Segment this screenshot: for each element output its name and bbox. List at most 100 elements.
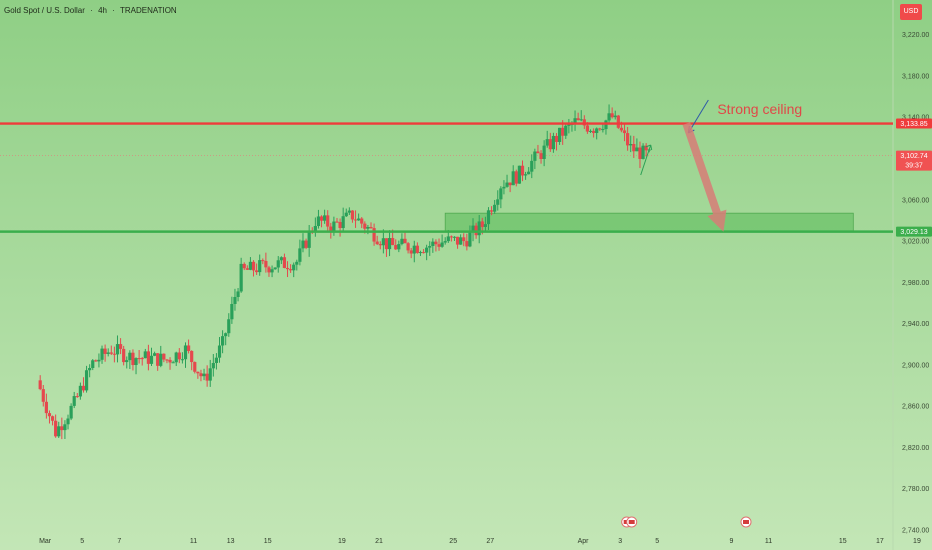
candle-body [326, 215, 330, 227]
x-tick-label: 19 [338, 538, 346, 545]
x-tick-label: 11 [190, 538, 197, 545]
candle-body [66, 418, 70, 425]
candle-body [468, 232, 472, 247]
x-tick-label: 13 [227, 538, 235, 545]
timeframe: 4h [98, 6, 107, 15]
candle-body [165, 359, 169, 361]
candle-body [84, 370, 89, 391]
candle-body [474, 225, 478, 236]
candle-body [177, 352, 181, 360]
candle-body [106, 352, 110, 354]
candle-body [57, 426, 61, 437]
candle-body [295, 261, 299, 265]
candle-body [273, 267, 277, 270]
y-tick-label: 3,060.00 [902, 197, 929, 204]
candle-body [425, 247, 429, 253]
candle-body [557, 127, 562, 142]
candle-body [421, 252, 426, 254]
candle-body [489, 210, 494, 212]
x-tick-label: Apr [578, 538, 590, 545]
x-tick-label: 5 [655, 538, 659, 545]
candle-body [440, 242, 444, 247]
candle-body [72, 396, 76, 406]
candle-body [394, 245, 398, 250]
x-tick-label: 3 [618, 538, 622, 545]
x-tick-label: 15 [839, 538, 847, 545]
candle-body [446, 236, 450, 242]
candle-body [245, 268, 249, 270]
candle-body [112, 353, 116, 355]
candle-body [88, 367, 92, 371]
candle-body [378, 244, 382, 246]
support-price-badge [896, 226, 932, 237]
y-tick-label: 2,820.00 [902, 445, 929, 452]
x-tick-label: 27 [486, 538, 494, 545]
candle-body [564, 125, 568, 136]
candle-body [242, 263, 246, 269]
symbol-legend: Gold Spot / U.S. Dollar · 4h · TRADENATI… [4, 6, 180, 15]
support-zone [444, 212, 854, 233]
candle-body [486, 210, 491, 225]
candle-body [279, 257, 283, 261]
candle-body [344, 212, 348, 217]
candle-body [418, 252, 423, 254]
candle-body [428, 245, 432, 248]
candle-body [255, 270, 259, 273]
support-price-badge-label: 3,029.13 [900, 229, 927, 236]
y-tick-label: 2,740.00 [902, 528, 929, 535]
candle-body [221, 336, 225, 346]
candle-body [131, 352, 135, 366]
candle-body [585, 125, 590, 132]
candle-body [477, 221, 481, 236]
candle-body [75, 396, 79, 398]
candle-body [94, 360, 98, 362]
candle-body [576, 118, 580, 121]
y-tick-label: 3,180.00 [902, 73, 929, 80]
candle-body [97, 359, 101, 362]
candle-body [217, 345, 222, 358]
y-tick-label: 3,020.00 [902, 239, 929, 246]
candle-body [149, 355, 154, 364]
candle-body [530, 160, 534, 172]
candle-body [434, 241, 438, 245]
candle-body [471, 225, 475, 233]
candle-body [196, 371, 200, 374]
candle-body [496, 199, 500, 205]
candle-body [548, 139, 552, 150]
y-tick-label: 3,220.00 [902, 32, 929, 39]
candle-body [202, 373, 206, 377]
currency-button[interactable]: USD [900, 4, 922, 20]
candle-body [205, 373, 209, 381]
candle-body [523, 174, 528, 176]
candle-body [54, 420, 58, 437]
candle-body [511, 171, 515, 186]
candle-body [357, 218, 361, 221]
candle-body [122, 348, 126, 363]
data-source: TRADENATION [119, 6, 177, 15]
candle-body [366, 226, 370, 229]
separator: · [112, 6, 115, 15]
candle-body [406, 243, 410, 251]
candle-body [313, 226, 317, 231]
candle-body [449, 236, 453, 238]
candle-body [109, 352, 113, 354]
candle-body [193, 362, 197, 372]
candle-body [638, 147, 642, 159]
candle-body [118, 344, 123, 349]
candle-body [199, 373, 203, 377]
y-tick-label: 2,780.00 [902, 486, 929, 493]
candle-body [180, 359, 185, 361]
economic-event-icon-flag [628, 520, 635, 524]
candle-body [125, 360, 129, 363]
candle-body [397, 244, 401, 250]
candle-body [156, 353, 160, 366]
candle-body [282, 257, 287, 268]
candle-body [400, 238, 404, 245]
candle-body [412, 245, 416, 254]
candle-body [465, 241, 469, 247]
candle-body [387, 238, 392, 250]
candle-body [632, 144, 636, 152]
candle-body [134, 358, 138, 366]
